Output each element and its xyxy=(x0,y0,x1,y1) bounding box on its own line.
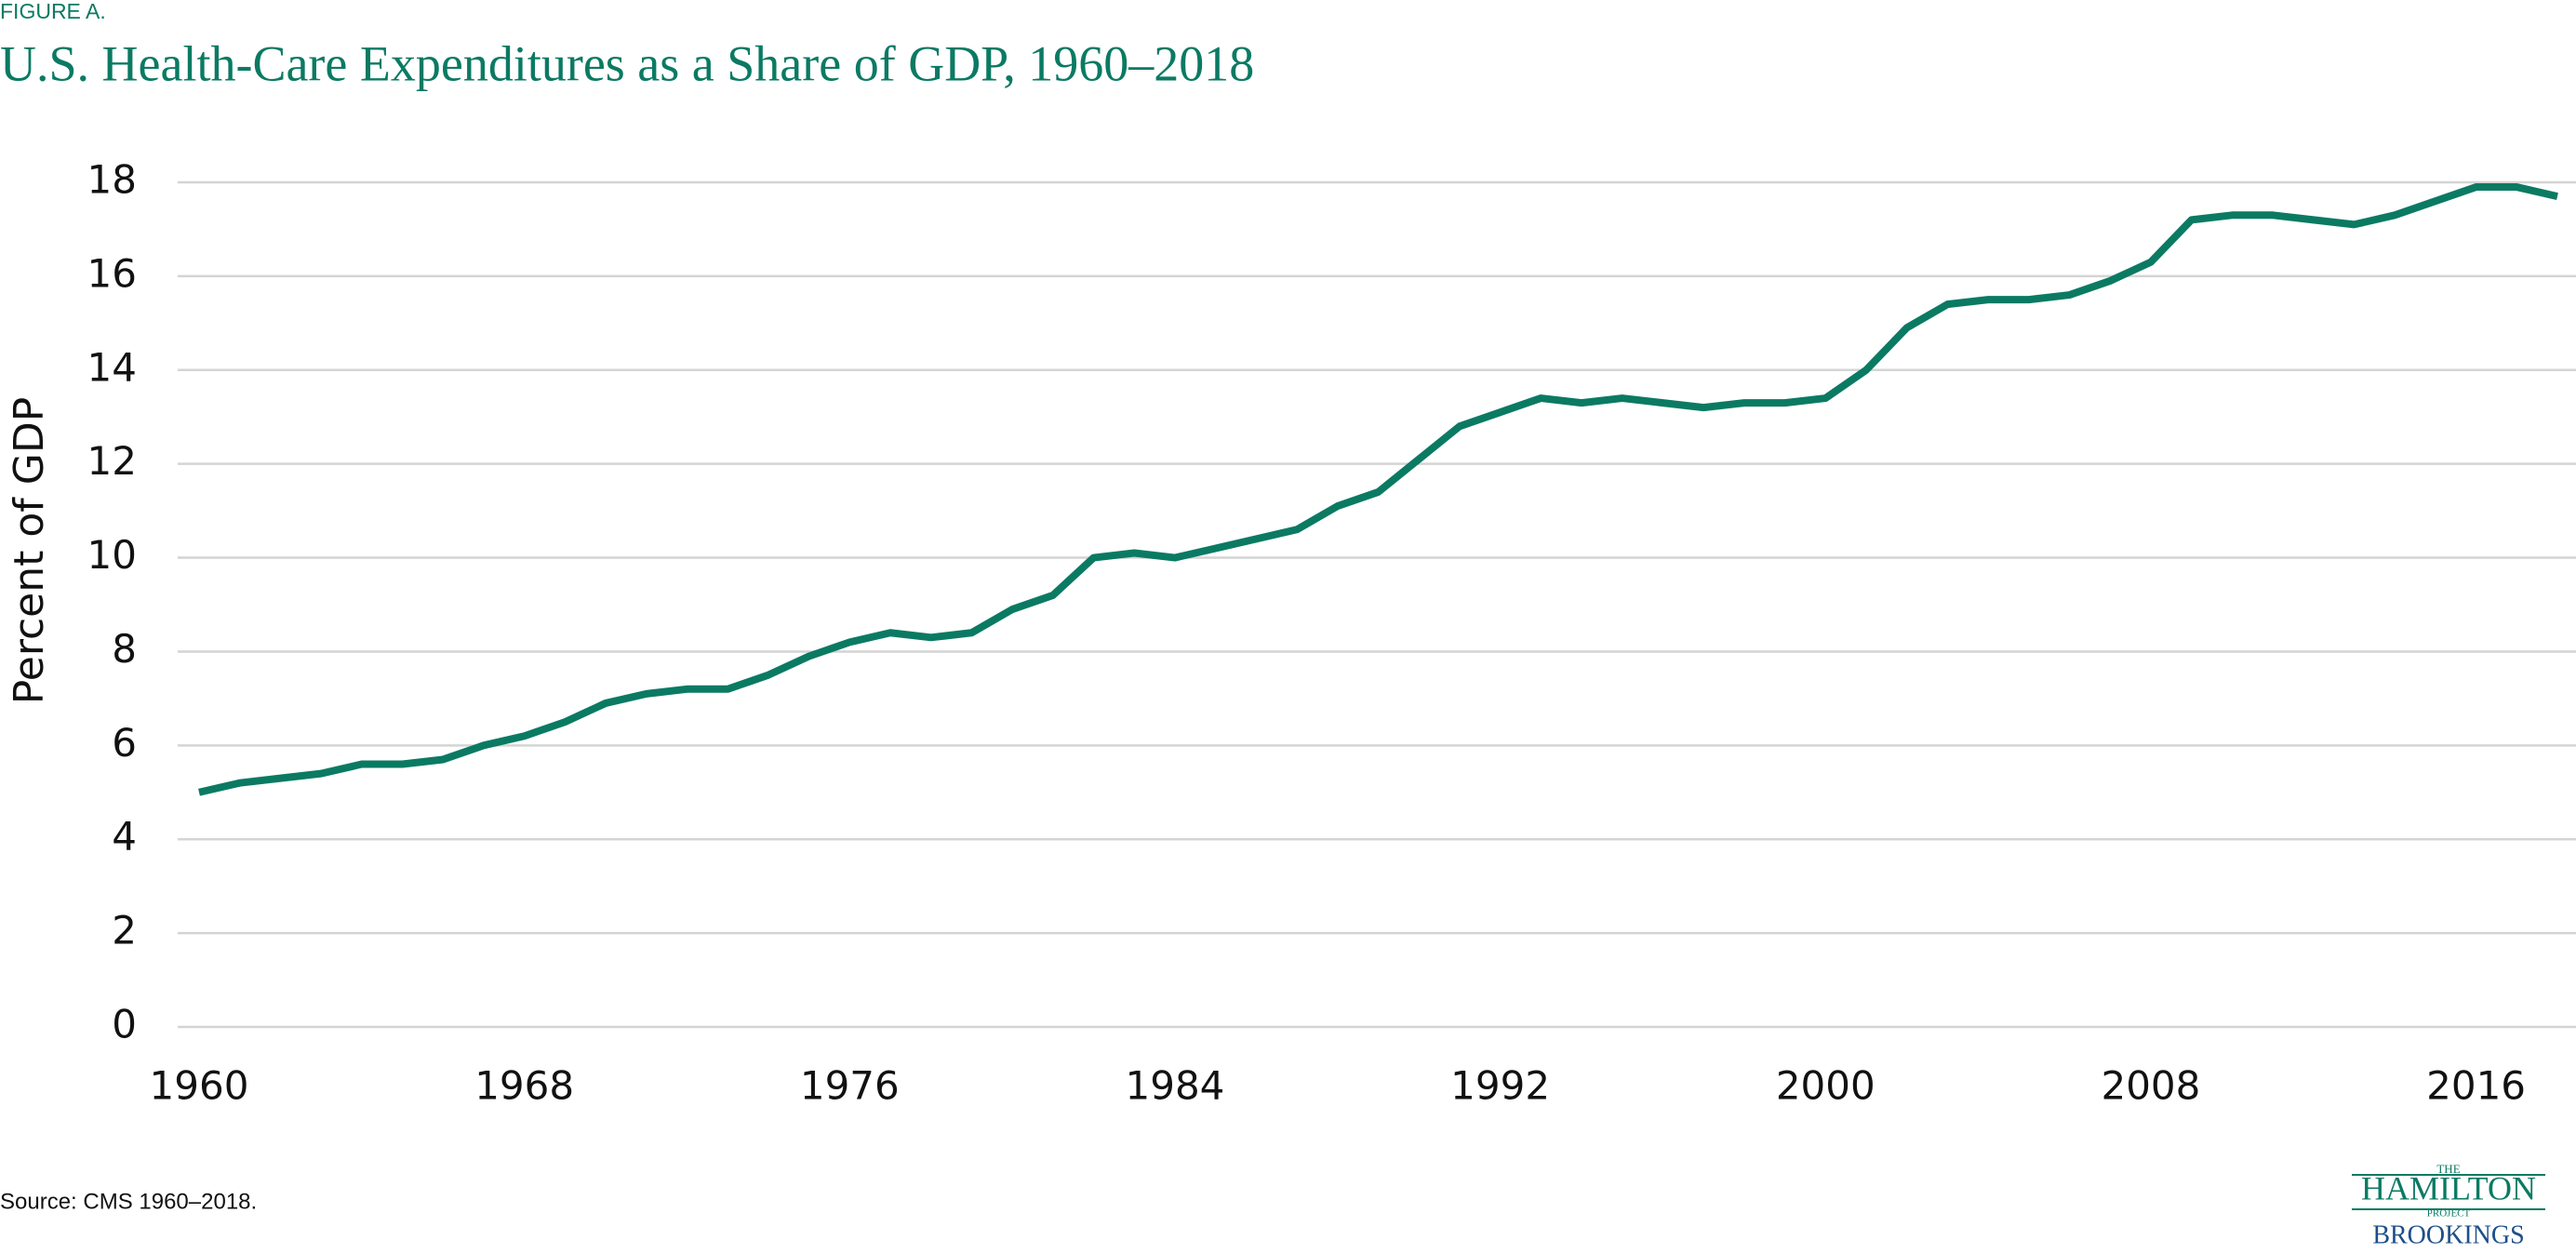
y-tick-label: 4 xyxy=(112,814,137,860)
x-tick-label: 2000 xyxy=(1776,1063,1875,1109)
y-tick-label: 6 xyxy=(112,720,137,766)
logo-sub: PROJECT xyxy=(2427,1208,2471,1220)
y-axis-label: Percent of GDP xyxy=(6,397,53,704)
x-tick-label: 1976 xyxy=(800,1063,900,1109)
logo-top: THE xyxy=(2436,1162,2460,1176)
data-line xyxy=(198,183,2558,796)
y-tick-label: 2 xyxy=(112,908,137,953)
logo-name: HAMILTON xyxy=(2361,1169,2536,1206)
x-tick-label: 1960 xyxy=(150,1063,249,1109)
y-tick-label: 14 xyxy=(87,344,137,390)
y-tick-label: 18 xyxy=(87,157,137,203)
y-tick-label: 16 xyxy=(87,250,137,296)
y-tick-label: 12 xyxy=(87,438,137,484)
x-tick-label: 1968 xyxy=(474,1063,574,1109)
figure-label: FIGURE A. xyxy=(0,0,106,23)
y-tick-label: 10 xyxy=(87,532,137,578)
logo-org: BROOKINGS xyxy=(2372,1220,2524,1249)
y-tick-label: 0 xyxy=(112,1002,137,1047)
logo: THE HAMILTON PROJECT BROOKINGS xyxy=(2352,1162,2545,1249)
x-tick-label: 1984 xyxy=(1126,1063,1225,1109)
x-tick-label: 1992 xyxy=(1450,1063,1550,1109)
chart-title: U.S. Health-Care Expenditures as a Share… xyxy=(0,35,1254,91)
x-tick-label: 2008 xyxy=(2101,1063,2200,1109)
x-tick-label: 2016 xyxy=(2426,1063,2526,1109)
source-note: Source: CMS 1960–2018. xyxy=(0,1189,257,1214)
y-tick-label: 8 xyxy=(112,626,137,672)
